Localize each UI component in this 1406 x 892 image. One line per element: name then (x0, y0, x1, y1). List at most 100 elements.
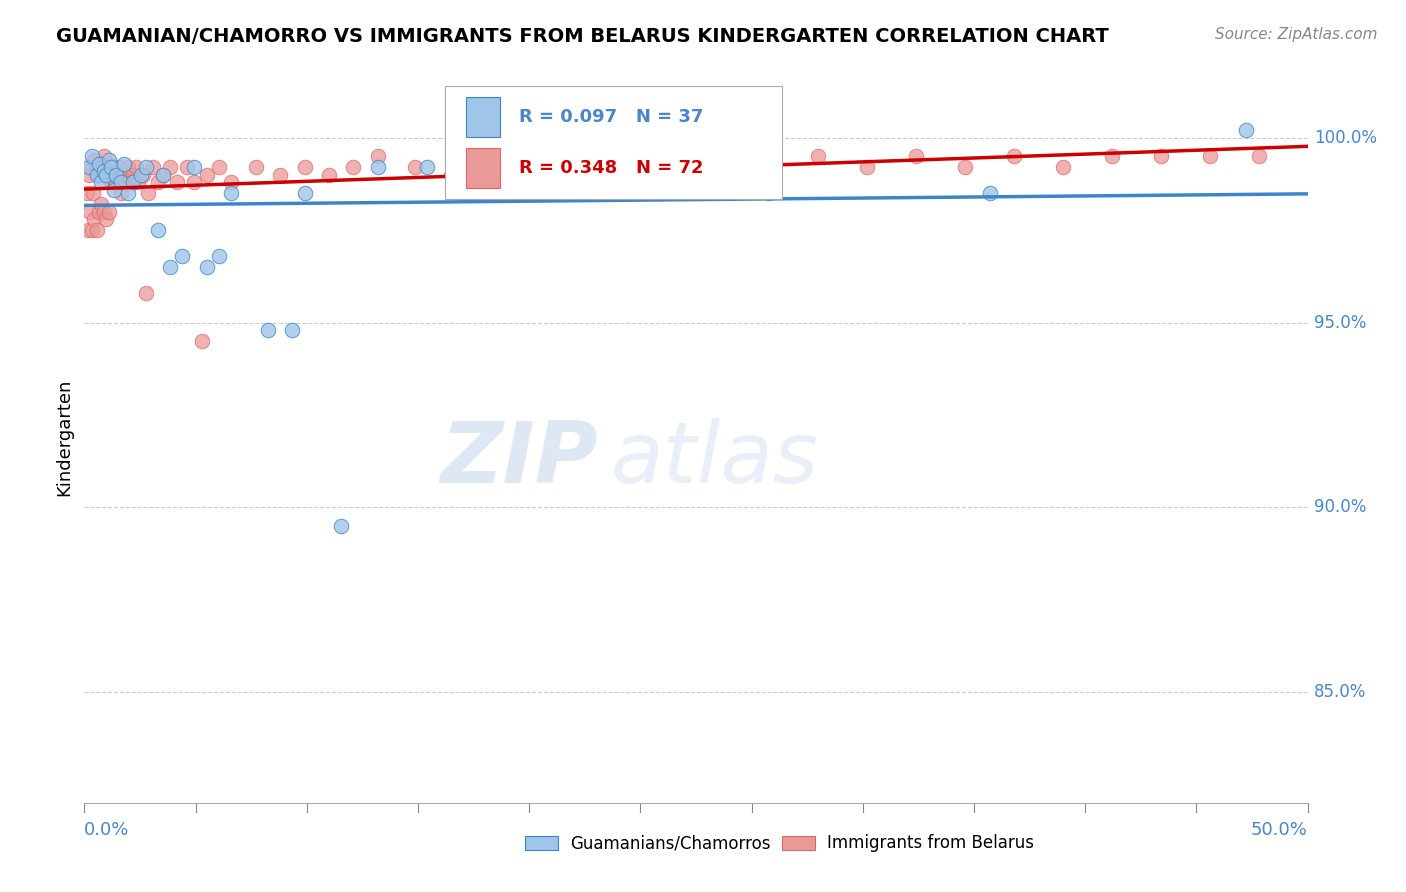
Point (367, 149, 389, 163)
Point (191, 334, 214, 348)
Text: 100.0%: 100.0% (1313, 128, 1376, 147)
Point (159, 161, 181, 175)
Point (77, 161, 100, 175)
Point (172, 249, 194, 263)
Point (294, 186, 316, 201)
Text: atlas: atlas (610, 417, 818, 500)
Text: ZIP: ZIP (440, 417, 598, 500)
Point (110, 186, 132, 201)
Point (132, 168, 155, 182)
Point (103, 183, 125, 197)
Text: GUAMANIAN/CHAMORRO VS IMMIGRANTS FROM BELARUS KINDERGARTEN CORRELATION CHART: GUAMANIAN/CHAMORRO VS IMMIGRANTS FROM BE… (56, 27, 1109, 45)
Point (83, 212, 105, 227)
Point (135, 161, 157, 175)
Point (661, 168, 683, 182)
Point (367, 161, 389, 175)
Text: Source: ZipAtlas.com: Source: ZipAtlas.com (1215, 27, 1378, 42)
Text: 50.0%: 50.0% (1251, 821, 1308, 839)
FancyBboxPatch shape (446, 86, 782, 200)
Point (90, 197, 112, 211)
Point (135, 285, 157, 300)
Point (404, 161, 426, 175)
Point (856, 161, 879, 175)
Point (77, 168, 100, 182)
Point (807, 149, 830, 163)
Point (103, 168, 125, 182)
Point (281, 323, 304, 337)
Point (953, 161, 976, 175)
Point (82, 186, 104, 201)
Point (176, 161, 198, 175)
Point (166, 175, 188, 189)
Point (1198, 149, 1220, 163)
Point (105, 168, 128, 182)
Point (115, 175, 138, 189)
Point (80, 161, 103, 175)
Point (110, 175, 132, 189)
Point (159, 260, 181, 274)
Point (96, 168, 118, 182)
Bar (782, 837, 814, 849)
Point (489, 161, 512, 175)
Point (208, 161, 231, 175)
Point (129, 168, 152, 182)
Point (208, 249, 231, 263)
Point (77, 223, 100, 237)
Point (709, 149, 731, 163)
Point (122, 175, 145, 189)
Point (183, 161, 205, 175)
Point (1052, 161, 1074, 175)
Point (146, 223, 169, 237)
Point (146, 175, 169, 189)
Point (76, 186, 98, 201)
Point (219, 186, 242, 201)
Point (1247, 149, 1270, 163)
Point (127, 175, 149, 189)
Point (87, 204, 110, 219)
Point (100, 161, 122, 175)
Point (269, 168, 291, 182)
Bar (524, 837, 558, 849)
Point (1002, 149, 1025, 163)
Point (318, 168, 340, 182)
Point (464, 149, 486, 163)
Point (152, 168, 174, 182)
Point (125, 161, 148, 175)
Bar (465, 97, 501, 137)
Point (1150, 149, 1173, 163)
Point (294, 161, 316, 175)
Point (93, 204, 115, 219)
Point (245, 161, 267, 175)
Point (416, 161, 439, 175)
Text: Guamanians/Chamorros: Guamanians/Chamorros (569, 834, 770, 852)
Point (195, 168, 218, 182)
Point (219, 175, 242, 189)
Point (117, 161, 139, 175)
Text: 90.0%: 90.0% (1313, 499, 1367, 516)
Point (183, 175, 205, 189)
Text: 85.0%: 85.0% (1313, 683, 1367, 701)
Point (758, 168, 780, 182)
Point (86, 168, 108, 182)
Text: Immigrants from Belarus: Immigrants from Belarus (827, 834, 1033, 852)
Text: 95.0%: 95.0% (1313, 314, 1367, 332)
Point (107, 161, 129, 175)
Point (93, 149, 115, 163)
Point (90, 175, 112, 189)
Point (1236, 123, 1258, 137)
Point (330, 518, 353, 533)
Point (96, 161, 118, 175)
Point (562, 168, 585, 182)
Point (477, 186, 499, 201)
Point (562, 161, 585, 175)
Text: R = 0.097   N = 37: R = 0.097 N = 37 (519, 108, 703, 126)
Point (1101, 149, 1123, 163)
Point (96, 212, 118, 227)
Point (87, 157, 110, 171)
Point (105, 175, 128, 189)
Point (80, 223, 103, 237)
Point (661, 161, 683, 175)
Point (79, 204, 101, 219)
Point (86, 161, 108, 175)
Point (758, 186, 780, 201)
